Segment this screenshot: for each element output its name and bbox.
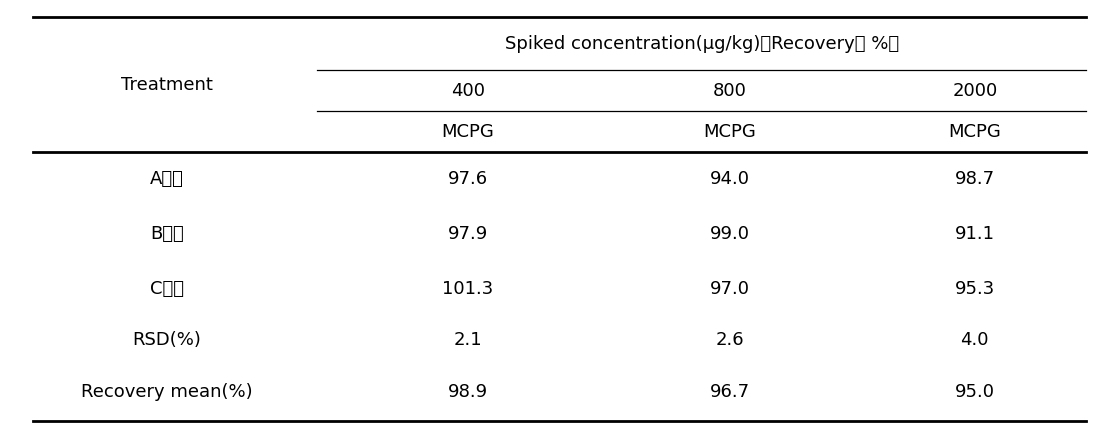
Text: 2.1: 2.1	[453, 332, 482, 349]
Text: RSD(%): RSD(%)	[133, 332, 202, 349]
Text: 97.6: 97.6	[448, 171, 488, 188]
Text: 97.9: 97.9	[448, 225, 488, 243]
Text: 99.0: 99.0	[710, 225, 750, 243]
Text: 4.0: 4.0	[960, 332, 989, 349]
Text: 91.1: 91.1	[955, 225, 995, 243]
Text: 400: 400	[451, 82, 485, 100]
Text: 800: 800	[713, 82, 746, 100]
Text: Recovery mean(%): Recovery mean(%)	[81, 384, 253, 401]
Text: 2.6: 2.6	[715, 332, 744, 349]
Text: Spiked concentration(μg/kg)（Recovery， %）: Spiked concentration(μg/kg)（Recovery， %）	[505, 35, 899, 53]
Text: MCPG: MCPG	[948, 122, 1001, 141]
Text: Treatment: Treatment	[121, 76, 213, 94]
Text: B기관: B기관	[150, 225, 184, 243]
Text: 95.0: 95.0	[955, 384, 995, 401]
Text: 2000: 2000	[952, 82, 997, 100]
Text: 96.7: 96.7	[710, 384, 750, 401]
Text: 97.0: 97.0	[710, 280, 750, 299]
Text: A기관: A기관	[150, 171, 184, 188]
Text: 94.0: 94.0	[710, 171, 750, 188]
Text: 101.3: 101.3	[442, 280, 494, 299]
Text: MCPG: MCPG	[441, 122, 495, 141]
Text: 98.7: 98.7	[955, 171, 995, 188]
Text: 98.9: 98.9	[448, 384, 488, 401]
Text: 95.3: 95.3	[955, 280, 995, 299]
Text: C기관: C기관	[150, 280, 184, 299]
Text: MCPG: MCPG	[703, 122, 756, 141]
